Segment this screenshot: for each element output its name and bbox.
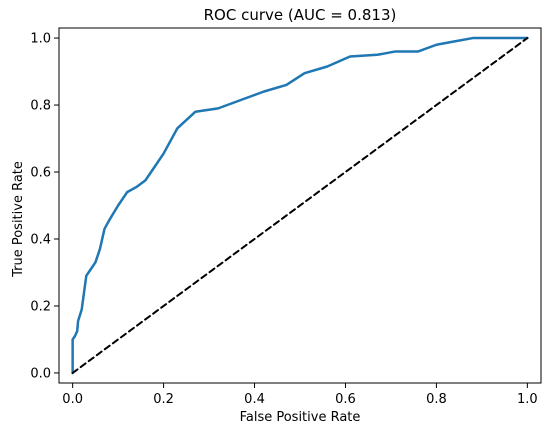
y-tick-label: 0.8 xyxy=(30,99,51,114)
x-tick-label: 0.0 xyxy=(62,392,83,407)
roc-curve-line xyxy=(71,36,529,375)
y-tick-label: 0.6 xyxy=(30,166,51,181)
x-axis-label: False Positive Rate xyxy=(240,410,361,425)
x-tick-label: 0.8 xyxy=(426,392,447,407)
x-tick-label: 0.2 xyxy=(153,392,174,407)
x-tick-label: 0.6 xyxy=(335,392,356,407)
y-axis-label: True Positive Rate xyxy=(11,161,26,278)
y-tick-label: 0.2 xyxy=(30,299,51,314)
y-tick-label: 0.0 xyxy=(30,366,51,381)
chart-title: ROC curve (AUC = 0.813) xyxy=(204,6,397,24)
x-tick-label: 1.0 xyxy=(517,392,538,407)
plot-area xyxy=(71,36,529,375)
tick-layer: 0.0 0.2 0.4 0.6 0.8 1.0 0.0 0.2 0.4 0.6 0.8 1.0 xyxy=(30,32,537,407)
y-tick-label: 1.0 xyxy=(30,32,51,47)
y-tick-label: 0.4 xyxy=(30,232,51,247)
x-tick-label: 0.4 xyxy=(244,392,265,407)
chance-diagonal-line xyxy=(71,37,529,374)
plot-frame xyxy=(58,27,542,384)
